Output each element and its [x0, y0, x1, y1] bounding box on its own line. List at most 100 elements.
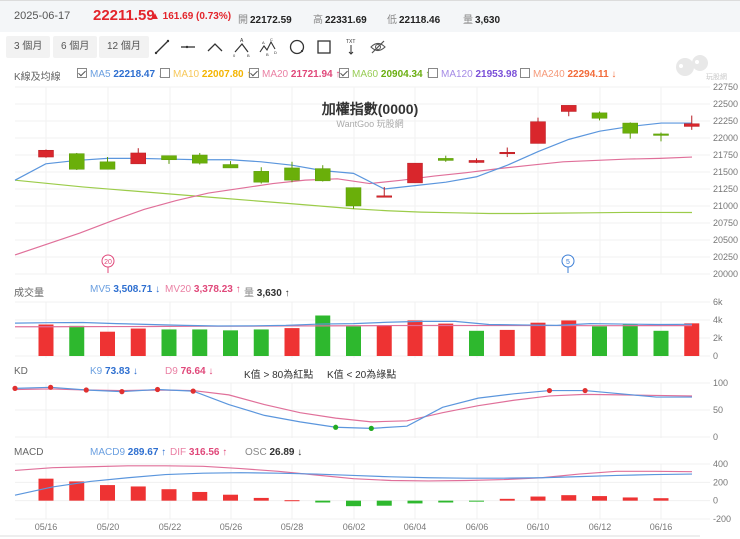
- volume-title: 成交量: [14, 288, 44, 299]
- ma-legend: K線及均線 MA5 22218.47 ↓ MA10 22007.80 ↑ MA2…: [0, 66, 740, 83]
- svg-text:D: D: [274, 50, 277, 55]
- svg-text:22000: 22000: [713, 133, 738, 143]
- svg-text:22750: 22750: [713, 82, 738, 92]
- candlesticks[interactable]: [38, 105, 700, 209]
- ma20-checkbox[interactable]: [249, 68, 259, 78]
- wantgoo-logo: 玩股網: [676, 55, 727, 81]
- kd-note-green: K值 < 20為綠點: [327, 370, 397, 381]
- ma240-checkbox[interactable]: [520, 68, 530, 78]
- chart-subtitle: WantGoo 玩股網: [336, 118, 403, 129]
- quote-header: 2025-06-17 22211.59 ▲ 161.69 (0.73%) 開 22…: [0, 0, 740, 32]
- svg-text:05/16: 05/16: [35, 522, 58, 532]
- hide-drawings-icon[interactable]: [368, 37, 388, 57]
- ma60-checkbox[interactable]: [339, 68, 349, 78]
- ma20-toggle[interactable]: MA20 21721.94 ↑: [249, 68, 340, 80]
- kd-note-red: K值 > 80為紅點: [244, 370, 314, 381]
- kd-title: KD: [14, 366, 28, 377]
- svg-text:20000: 20000: [713, 269, 738, 279]
- svg-text:TXT: TXT: [346, 39, 355, 45]
- mv20-value: MV20 3,378.23 ↑: [165, 284, 241, 295]
- rectangle-tool-icon[interactable]: [314, 37, 334, 57]
- svg-text:200: 200: [713, 477, 728, 487]
- svg-text:100: 100: [713, 378, 728, 388]
- kd-lines[interactable]: [12, 384, 693, 431]
- marker-20-label: 20: [104, 259, 112, 266]
- svg-text:06/04: 06/04: [404, 522, 427, 532]
- angle-tool-icon[interactable]: [205, 37, 225, 57]
- range-6m-button[interactable]: 6 個月: [53, 36, 98, 58]
- high-stat: 高 22331.69: [313, 15, 367, 26]
- osc-value: OSC 26.89 ↓: [245, 447, 303, 458]
- svg-text:21250: 21250: [713, 184, 738, 194]
- line-tool-icon[interactable]: [152, 37, 172, 57]
- macd9-value: MACD9 289.67 ↑: [90, 447, 167, 458]
- svg-text:05/26: 05/26: [220, 522, 243, 532]
- svg-text:05/20: 05/20: [97, 522, 120, 532]
- ma5-checkbox[interactable]: [77, 68, 87, 78]
- chart-grid: [0, 86, 710, 537]
- svg-text:06/16: 06/16: [650, 522, 673, 532]
- event-markers[interactable]: 20 5: [101, 254, 575, 273]
- svg-text:A: A: [240, 38, 244, 44]
- svg-text:-200: -200: [713, 514, 731, 524]
- volume-bars[interactable]: [14, 315, 700, 357]
- svg-text:20500: 20500: [713, 235, 738, 245]
- d9-value: D9 76.64 ↓: [165, 366, 214, 377]
- svg-text:0: 0: [713, 351, 718, 361]
- abcd-pattern-tool-icon[interactable]: AC B D: [258, 37, 278, 57]
- horizontal-line-tool-icon[interactable]: [178, 37, 198, 57]
- svg-text:20750: 20750: [713, 218, 738, 228]
- svg-text:06/12: 06/12: [589, 522, 612, 532]
- range-3m-button[interactable]: 3 個月: [6, 36, 51, 58]
- svg-text:22250: 22250: [713, 116, 738, 126]
- svg-text:50: 50: [713, 405, 723, 415]
- svg-text:B: B: [247, 53, 250, 57]
- price-change: ▲ 161.69 (0.73%): [150, 11, 232, 22]
- svg-text:21500: 21500: [713, 167, 738, 177]
- macd-title: MACD: [14, 447, 44, 458]
- k9-value: K9 73.83 ↓: [90, 366, 138, 377]
- svg-text:B: B: [266, 52, 269, 57]
- chart-title: 加權指數(0000): [321, 101, 418, 117]
- volume-stat: 量 3,630: [463, 15, 501, 26]
- svg-text:0: 0: [233, 53, 236, 57]
- last-price: 22211.59: [93, 7, 155, 24]
- svg-text:0: 0: [713, 496, 718, 506]
- low-stat: 低 22118.46: [387, 15, 441, 26]
- ma10-checkbox[interactable]: [160, 68, 170, 78]
- svg-text:2k: 2k: [713, 333, 723, 343]
- svg-text:C: C: [270, 37, 273, 42]
- svg-text:06/06: 06/06: [466, 522, 489, 532]
- svg-text:0: 0: [713, 432, 718, 442]
- svg-text:400: 400: [713, 459, 728, 469]
- svg-text:6k: 6k: [713, 297, 723, 307]
- marker-5-label: 5: [566, 259, 570, 266]
- abc-pattern-tool-icon[interactable]: A 0 B: [232, 37, 252, 57]
- macd-chart[interactable]: [14, 465, 693, 507]
- range-12m-button[interactable]: 12 個月: [99, 36, 149, 58]
- open-stat: 開 22172.59: [238, 15, 292, 26]
- svg-text:06/02: 06/02: [343, 522, 366, 532]
- quote-date: 2025-06-17: [14, 10, 71, 22]
- text-tool-icon[interactable]: TXT: [341, 37, 361, 57]
- svg-text:20250: 20250: [713, 252, 738, 262]
- svg-text:05/28: 05/28: [281, 522, 304, 532]
- svg-text:A: A: [262, 40, 265, 45]
- svg-text:06/10: 06/10: [527, 522, 550, 532]
- ma120-checkbox[interactable]: [428, 68, 438, 78]
- ma240-toggle[interactable]: MA240 22294.11 ↓: [520, 68, 616, 80]
- svg-text:05/22: 05/22: [159, 522, 182, 532]
- ma60-toggle[interactable]: MA60 20904.34 ↑: [339, 68, 430, 80]
- axis-labels: 22750 22500 22250 22000 21750 21500 21250 21000…: [35, 82, 738, 532]
- svg-text:21750: 21750: [713, 150, 738, 160]
- svg-text:玩股網: 玩股網: [706, 72, 727, 81]
- ma-legend-title: K線及均線: [14, 72, 61, 83]
- svg-text:21000: 21000: [713, 201, 738, 211]
- dif-value: DIF 316.56 ↑: [170, 447, 228, 458]
- mv5-value: MV5 3,508.71 ↓: [90, 284, 161, 295]
- circle-tool-icon[interactable]: [287, 37, 307, 57]
- volume-value: 量 3,630 ↑: [244, 288, 290, 299]
- svg-text:22500: 22500: [713, 99, 738, 109]
